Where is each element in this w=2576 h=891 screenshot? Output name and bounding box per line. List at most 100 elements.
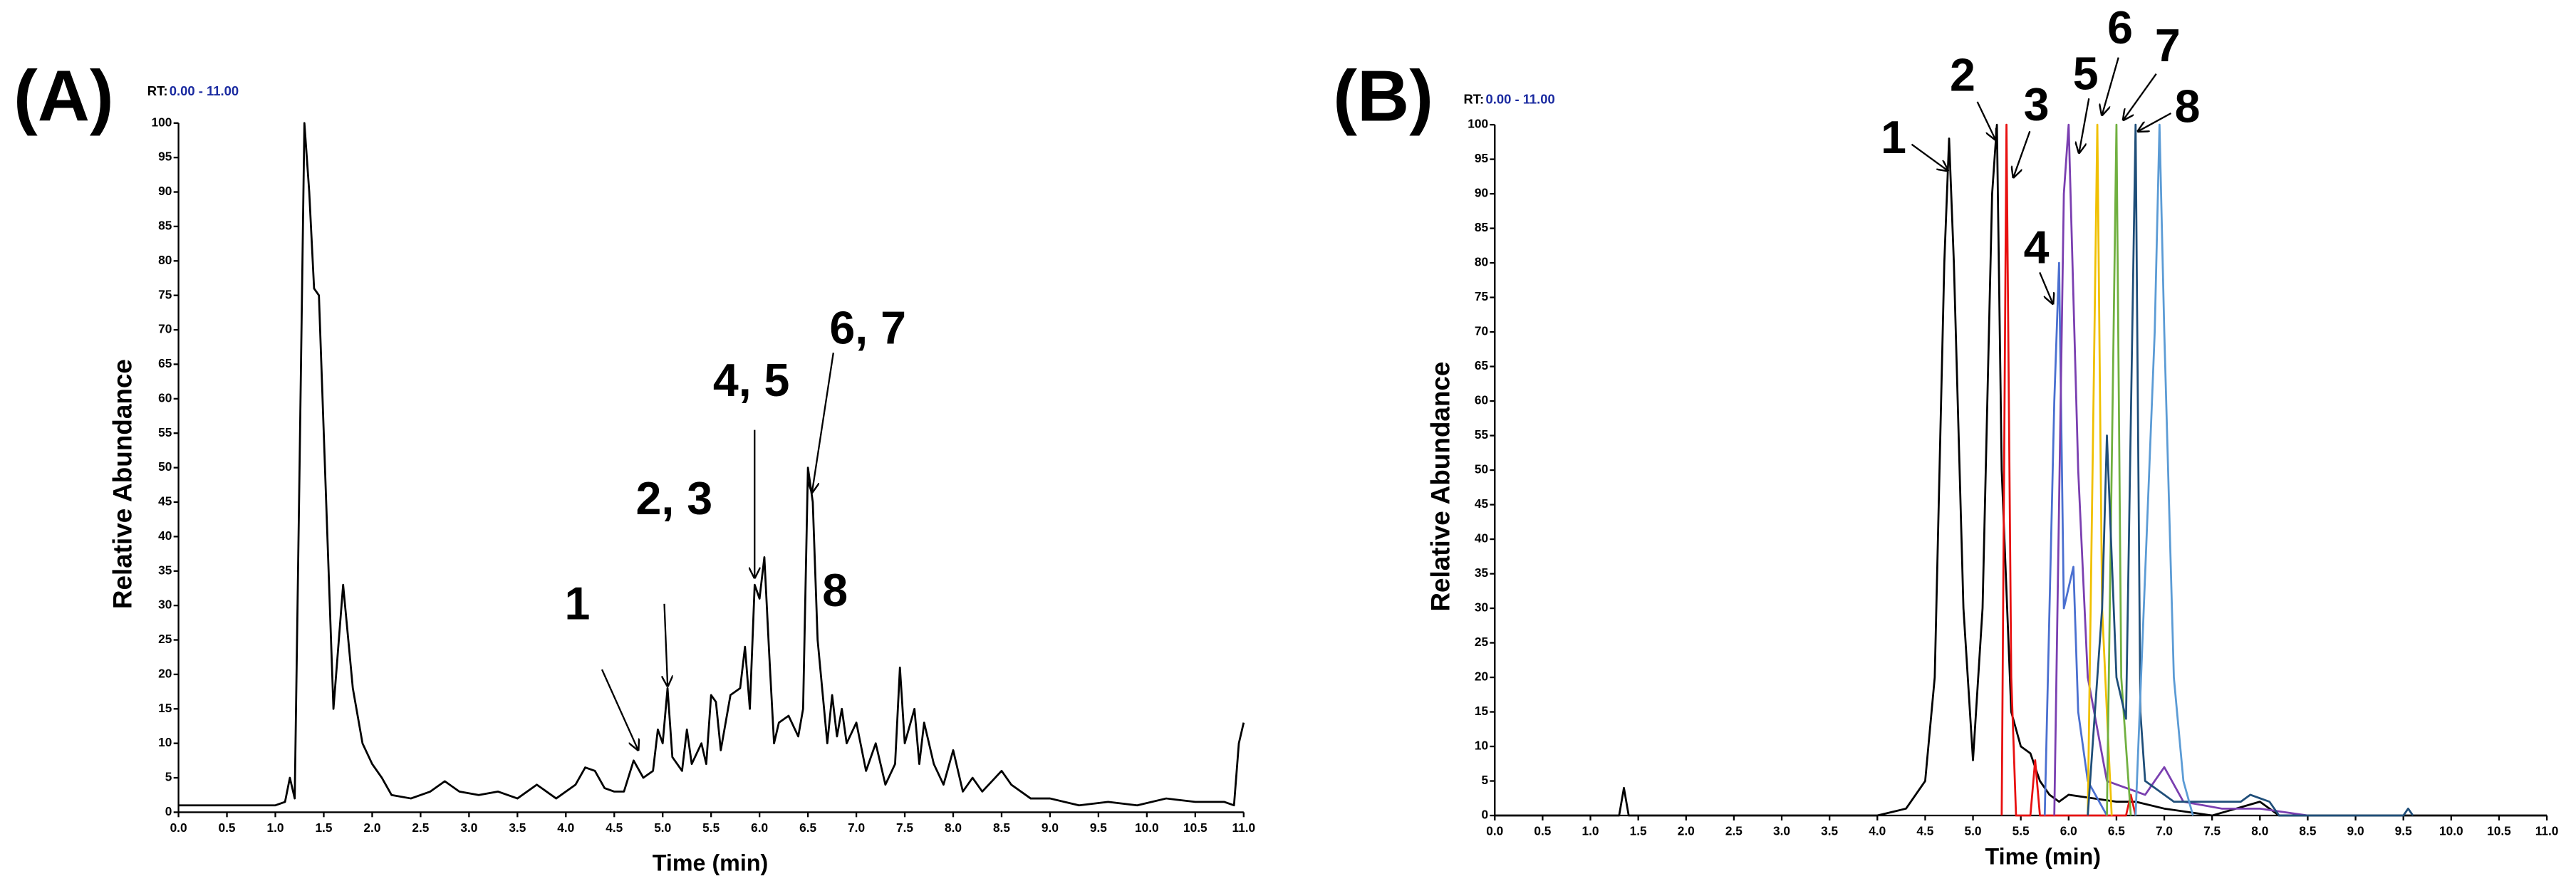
x-tick-label: 6.0 bbox=[2060, 824, 2077, 838]
y-tick-label: 5 bbox=[1481, 773, 1488, 787]
x-tick-label: 5.5 bbox=[702, 820, 720, 835]
x-tick-label: 6.5 bbox=[799, 820, 816, 835]
y-tick-label: 0 bbox=[1481, 808, 1488, 822]
x-tick-label: 9.5 bbox=[1090, 820, 1107, 835]
x-tick-label: 10.5 bbox=[1183, 820, 1208, 835]
y-tick-label: 20 bbox=[158, 666, 172, 680]
peak-label: 2, 3 bbox=[636, 473, 713, 524]
x-tick-label: 0.0 bbox=[1486, 824, 1503, 838]
x-tick-label: 8.0 bbox=[2251, 824, 2268, 838]
peak-label: 8 bbox=[2175, 80, 2201, 132]
y-tick-label: 60 bbox=[1475, 393, 1488, 407]
x-tick-label: 1.0 bbox=[267, 820, 284, 835]
y-tick-label: 45 bbox=[1475, 496, 1489, 511]
x-tick-label: 10.0 bbox=[1135, 820, 1159, 835]
y-tick-label: 20 bbox=[1475, 669, 1488, 684]
y-tick-label: 80 bbox=[158, 253, 172, 267]
y-tick-label: 60 bbox=[158, 390, 172, 405]
x-tick-label: 6.0 bbox=[751, 820, 768, 835]
x-tick-label: 8.5 bbox=[993, 820, 1010, 835]
trace bbox=[178, 122, 1245, 807]
y-tick-label: 80 bbox=[1475, 255, 1488, 269]
peak-label: 5 bbox=[2073, 48, 2099, 99]
x-tick-label: 7.0 bbox=[848, 820, 865, 835]
trace bbox=[2134, 123, 2194, 816]
x-tick-label: 0.5 bbox=[1534, 824, 1551, 838]
x-tick-label: 7.5 bbox=[2203, 824, 2221, 838]
x-tick-label: 1.5 bbox=[1630, 824, 1647, 838]
x-tick-label: 2.0 bbox=[363, 820, 380, 835]
x-tick-label: 9.5 bbox=[2395, 824, 2412, 838]
y-tick-label: 25 bbox=[158, 632, 172, 646]
x-tick-label: 5.0 bbox=[654, 820, 671, 835]
x-tick-label: 5.0 bbox=[1965, 824, 1982, 838]
x-tick-label: 4.5 bbox=[606, 820, 623, 835]
peak-arrow bbox=[665, 603, 668, 686]
peak-arrow bbox=[601, 669, 638, 750]
peak-label: 6 bbox=[2107, 2, 2133, 53]
y-tick-label: 15 bbox=[1475, 704, 1489, 718]
rt-label: RT: 0.00 - 11.00 bbox=[1464, 91, 1555, 106]
y-tick-label: 35 bbox=[1475, 566, 1489, 580]
x-tick-label: 4.5 bbox=[1916, 824, 1933, 838]
peak-arrow bbox=[2079, 98, 2090, 152]
rt-label: RT: 0.00 - 11.00 bbox=[147, 83, 239, 98]
peak-label: 7 bbox=[2155, 20, 2181, 71]
panel-label: (A) bbox=[14, 56, 114, 137]
trace bbox=[2087, 123, 2414, 817]
peak-arrow bbox=[2138, 112, 2172, 131]
y-axis-title: Relative Abundance bbox=[1425, 362, 1455, 612]
x-tick-label: 3.5 bbox=[509, 820, 526, 835]
y-tick-label: 55 bbox=[1475, 427, 1489, 442]
y-tick-label: 90 bbox=[1475, 186, 1488, 200]
x-tick-label: 7.5 bbox=[896, 820, 913, 835]
y-tick-label: 90 bbox=[158, 184, 172, 198]
x-axis-title: Time (min) bbox=[1985, 843, 2101, 869]
peak-arrow bbox=[2102, 57, 2119, 115]
y-tick-label: 45 bbox=[158, 494, 172, 509]
peak-arrow bbox=[2124, 73, 2157, 120]
peak-arrow bbox=[1911, 143, 1948, 171]
peak-label: 1 bbox=[1881, 112, 1906, 163]
trace bbox=[2053, 123, 2308, 817]
y-tick-label: 0 bbox=[165, 804, 172, 818]
peak-arrow bbox=[1976, 101, 1995, 140]
x-tick-label: 8.0 bbox=[945, 820, 962, 835]
x-tick-label: 5.5 bbox=[2012, 824, 2030, 838]
y-tick-label: 85 bbox=[158, 218, 172, 232]
trace bbox=[2043, 261, 2108, 816]
peak-label: 3 bbox=[2024, 79, 2050, 130]
y-tick-label: 70 bbox=[1475, 324, 1488, 338]
x-axis-title: Time (min) bbox=[653, 850, 768, 876]
trace bbox=[2000, 123, 2137, 817]
y-tick-label: 55 bbox=[158, 425, 172, 439]
peak-label: 4, 5 bbox=[713, 355, 790, 406]
x-tick-label: 9.0 bbox=[2347, 824, 2364, 838]
x-tick-label: 10.0 bbox=[2439, 824, 2463, 838]
y-tick-label: 30 bbox=[1475, 600, 1488, 615]
panel-label: (B) bbox=[1333, 56, 1433, 137]
peak-arrow bbox=[2013, 130, 2031, 177]
peak-label: 6, 7 bbox=[829, 302, 906, 353]
y-tick-label: 95 bbox=[158, 150, 172, 164]
y-tick-label: 30 bbox=[158, 598, 172, 612]
y-tick-label: 95 bbox=[1475, 151, 1489, 165]
y-tick-label: 100 bbox=[1468, 117, 1488, 131]
y-tick-label: 40 bbox=[158, 528, 172, 543]
x-tick-label: 1.0 bbox=[1582, 824, 1599, 838]
y-tick-label: 40 bbox=[1475, 531, 1488, 546]
x-tick-label: 4.0 bbox=[1869, 824, 1886, 838]
x-tick-label: 10.5 bbox=[2487, 824, 2511, 838]
y-tick-label: 10 bbox=[1475, 739, 1488, 753]
peak-label: 2 bbox=[1950, 50, 1975, 101]
y-tick-label: 65 bbox=[158, 356, 172, 370]
y-tick-label: 70 bbox=[158, 322, 172, 336]
y-tick-label: 65 bbox=[1475, 358, 1489, 372]
rt-label-text: RT: bbox=[147, 83, 168, 98]
y-tick-label: 10 bbox=[158, 735, 172, 749]
y-tick-label: 15 bbox=[158, 701, 172, 715]
y-tick-label: 75 bbox=[158, 287, 172, 301]
x-tick-label: 7.0 bbox=[2156, 824, 2173, 838]
y-tick-label: 50 bbox=[1475, 462, 1488, 476]
